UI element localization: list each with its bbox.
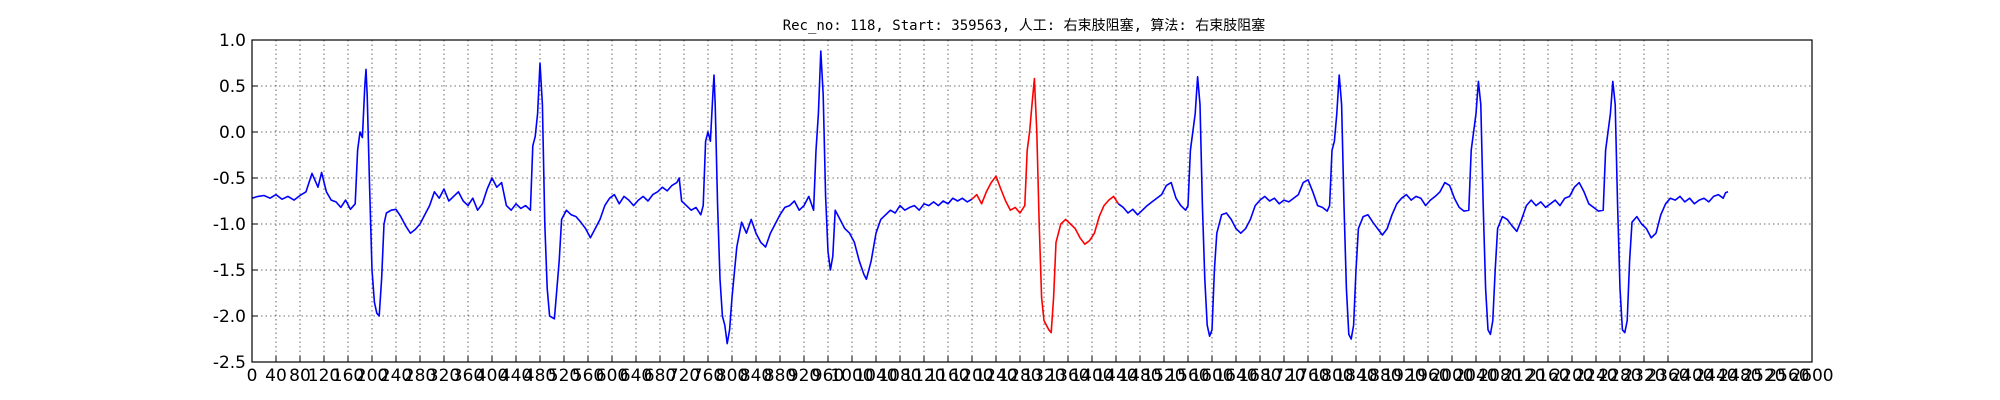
x-tick-label: 680 xyxy=(644,366,676,386)
x-tick-label: 440 xyxy=(500,366,532,386)
grid-lines xyxy=(251,39,1812,363)
x-tick-label: 2520 xyxy=(1742,366,1785,386)
y-tick-label: 1.0 xyxy=(219,31,246,51)
x-tick-label: 160 xyxy=(332,366,364,386)
chart-title: Rec_no: 118, Start: 359563, 人工: 右束肢阻塞, 算… xyxy=(783,17,1266,34)
x-tick-label: 2480 xyxy=(1718,366,1761,386)
y-tick-label: -0.5 xyxy=(213,169,246,189)
x-tick-label: 920 xyxy=(788,366,820,386)
y-tick-label: -1.0 xyxy=(213,215,246,235)
x-tick-label: 400 xyxy=(476,366,508,386)
x-tick-label: 1800 xyxy=(1310,366,1353,386)
x-tick-label: 1600 xyxy=(1190,366,1233,386)
x-tick-label: 40 xyxy=(265,366,287,386)
x-tick-label: 1760 xyxy=(1286,366,1329,386)
x-tick-label: 2280 xyxy=(1598,366,1641,386)
y-tick-label: 0.5 xyxy=(219,77,246,97)
x-tick-label: 280 xyxy=(404,366,436,386)
series-line-2 xyxy=(1117,74,1729,340)
x-tick-label: 2400 xyxy=(1670,366,1713,386)
x-tick-label: 2080 xyxy=(1478,366,1521,386)
x-tick-label: 560 xyxy=(572,366,604,386)
x-tick-label: 2600 xyxy=(1790,366,1833,386)
x-tick-label: 1480 xyxy=(1118,366,1161,386)
x-tick-label: 1920 xyxy=(1382,366,1425,386)
x-tick-label: 2200 xyxy=(1550,366,1593,386)
x-tick-label: 1280 xyxy=(998,366,1041,386)
x-tick-label: 1120 xyxy=(902,366,945,386)
x-tick-label: 360 xyxy=(452,366,484,386)
x-tick-label: 840 xyxy=(740,366,772,386)
x-tick-label: 2360 xyxy=(1646,366,1689,386)
x-tick-label: 1040 xyxy=(854,366,897,386)
x-tick-label: 1000 xyxy=(830,366,873,386)
x-tick-label: 1360 xyxy=(1046,366,1089,386)
plot-frame xyxy=(251,39,1813,363)
x-tick-label: 960 xyxy=(812,366,844,386)
x-tick-label: 1840 xyxy=(1334,366,1377,386)
x-tick-label: 2320 xyxy=(1622,366,1665,386)
x-tick-label: 1960 xyxy=(1406,366,1449,386)
x-tick-label: 1520 xyxy=(1142,366,1185,386)
x-tick-label: 640 xyxy=(620,366,652,386)
x-tick-label: 1200 xyxy=(950,366,993,386)
x-tick-label: 200 xyxy=(356,366,388,386)
x-tick-label: 880 xyxy=(764,366,796,386)
plot-area xyxy=(251,50,1729,345)
x-tick-label: 760 xyxy=(692,366,724,386)
x-tick-label: 1560 xyxy=(1166,366,1209,386)
x-tick-label: 1880 xyxy=(1358,366,1401,386)
x-tick-label: 320 xyxy=(428,366,460,386)
x-tick-label: 600 xyxy=(596,366,628,386)
x-tick-label: 800 xyxy=(716,366,748,386)
x-tick-label: 120 xyxy=(308,366,340,386)
x-tick-label: 80 xyxy=(289,366,311,386)
x-tick-label: 240 xyxy=(380,366,412,386)
x-tick-label: 1400 xyxy=(1070,366,1113,386)
x-tick-label: 2120 xyxy=(1502,366,1545,386)
x-tick-label: 0 xyxy=(247,366,258,386)
x-tick-label: 480 xyxy=(524,366,556,386)
y-tick-label: 0.0 xyxy=(219,123,246,143)
x-tick-label: 2040 xyxy=(1454,366,1497,386)
x-tick-label: 1680 xyxy=(1238,366,1281,386)
y-axis: 1.0 0.5 0.0 -0.5 -1.0 -1.5 -2.0 -2.5 xyxy=(213,31,258,373)
y-tick-label: -2.5 xyxy=(213,353,246,373)
x-tick-label: 1320 xyxy=(1022,366,1065,386)
series-line-1 xyxy=(971,77,1120,334)
x-tick-label: 1440 xyxy=(1094,366,1137,386)
x-tick-label: 1640 xyxy=(1214,366,1257,386)
x-tick-label: 1720 xyxy=(1262,366,1305,386)
x-tick-label: 520 xyxy=(548,366,580,386)
x-tick-label: 720 xyxy=(668,366,700,386)
y-tick-label: -1.5 xyxy=(213,261,246,281)
y-tick-label: -2.0 xyxy=(213,307,246,327)
x-axis: 0 40 8012016020024028032036040044048052056… xyxy=(247,356,1834,386)
x-tick-label: 2000 xyxy=(1430,366,1473,386)
series-line-0 xyxy=(251,50,973,345)
x-tick-label: 2440 xyxy=(1694,366,1737,386)
x-tick-label: 1080 xyxy=(878,366,921,386)
x-tick-label: 1240 xyxy=(974,366,1017,386)
x-tick-label: 2560 xyxy=(1766,366,1809,386)
x-tick-label: 2160 xyxy=(1526,366,1569,386)
x-tick-label: 1160 xyxy=(926,366,969,386)
x-tick-label: 2240 xyxy=(1574,366,1617,386)
